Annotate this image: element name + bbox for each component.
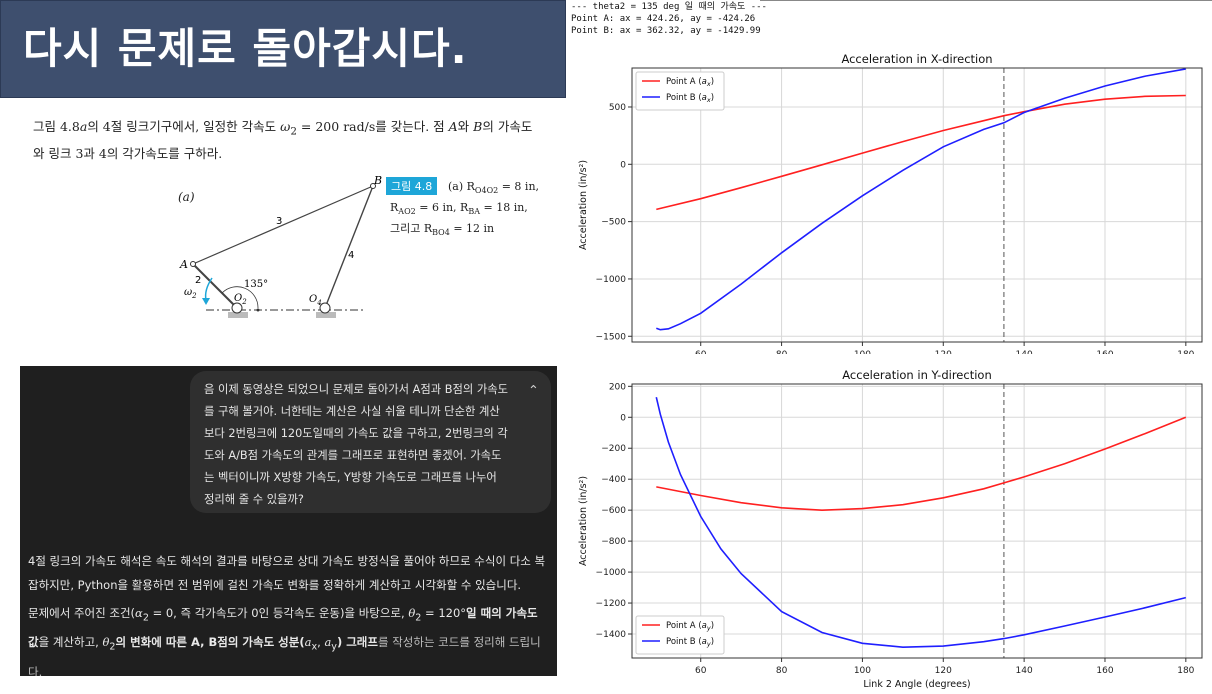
problem-text-1: 그림 4.8	[33, 119, 80, 134]
chart-x-x-tick-label: 80	[776, 350, 788, 354]
slide-title-box: 다시 문제로 돌아갑시다.	[0, 0, 566, 98]
omega-arrowhead	[202, 298, 210, 305]
chart-x-x-tick-label: 100	[854, 350, 871, 354]
joint-b	[370, 183, 376, 189]
problem-omega-sub: 2	[290, 125, 297, 138]
label-link-3: 3	[276, 216, 282, 227]
chart-x-x-tick-label: 160	[1096, 350, 1113, 354]
pivot-o2	[231, 302, 243, 314]
label-omega: ω2	[184, 287, 197, 300]
problem-point-a: A	[448, 119, 458, 134]
pivot-o4	[319, 302, 331, 314]
label-o4: O4	[309, 294, 322, 307]
chart-y-title: Acceleration in Y-direction	[842, 368, 991, 382]
user-message-text: 음 이제 동영상은 되었으니 문제로 돌아가서 A점과 B점의 가속도를 구해 …	[204, 383, 509, 506]
chart-y-x-tick-label: 80	[776, 666, 788, 676]
figure-label-a: (a)	[178, 190, 195, 204]
label-link-4: 4	[348, 250, 354, 261]
chart-x-x-tick-label: 180	[1177, 350, 1194, 354]
angle-arc	[221, 286, 259, 309]
label-angle: 135°	[244, 279, 268, 290]
chart-x-plot-frame	[631, 67, 1203, 343]
label-o2: O2	[234, 293, 247, 306]
chart-x-legend-label: Point B (ax)	[666, 93, 714, 104]
chart-y-x-tick-label: 60	[695, 666, 707, 676]
chart-y-x-tick-label: 120	[935, 666, 952, 676]
chart-y-series-line-point-a	[656, 416, 1187, 512]
problem-text-4: 와	[457, 119, 474, 134]
chart-y-x-axis-label: Link 2 Angle (degrees)	[863, 679, 970, 690]
chart-y-y-tick-label: −1200	[596, 599, 627, 609]
chart-x-y-tick-label: −1500	[596, 332, 627, 342]
chart-y-y-tick-label: −600	[601, 506, 626, 516]
console-output: --- theta2 = 135 deg 일 때의 가속도 --- Point A…	[571, 1, 767, 37]
chart-x-y-tick-label: −1000	[596, 275, 627, 285]
console-divider	[760, 0, 1212, 1]
chart-x-title: Acceleration in X-direction	[841, 52, 992, 66]
chart-y-legend-label: Point B (ay)	[666, 637, 714, 648]
chat-panel: 음 이제 동영상은 되었으니 문제로 돌아가서 A점과 B점의 가속도를 구해 …	[20, 366, 557, 676]
chart-x-x-tick-label: 140	[1016, 350, 1033, 354]
chart-y-x-tick-label: 180	[1177, 666, 1194, 676]
assistant-reply-paragraph-2: 문제에서 주어진 조건(α2 = 0, 즉 각가속도가 0인 등각속도 운동)을…	[28, 606, 541, 676]
chart-y-x-tick-label: 100	[854, 666, 871, 676]
chart-x-plot-area	[632, 68, 1202, 342]
problem-text-2: 의 4절 링크기구에서, 일정한 각속도	[87, 119, 281, 134]
chart-y-y-axis-label: Acceleration (in/s²)	[578, 476, 589, 566]
chart-acceleration-y: 60 80 100 120 140 160 180 −1400 −1200 −1000 −800 −6…	[578, 368, 1203, 690]
chart-x-y-axis-label: Acceleration (in/s²)	[578, 160, 589, 250]
chart-y-plot-area	[632, 384, 1202, 658]
chart-y-y-tick-label: −200	[601, 444, 626, 454]
link-2	[192, 263, 238, 309]
slide-title: 다시 문제로 돌아갑시다.	[23, 24, 468, 73]
problem-text-3: = 200 rad/s를 갖는다. 점	[296, 119, 449, 134]
chart-x-x-tick-label: 120	[935, 350, 952, 354]
console-line-3: Point B: ax = 362.32, ay = -1429.99	[571, 26, 761, 36]
chart-x-y-tick-label: −500	[601, 218, 626, 228]
chart-y-x-tick-label: 140	[1016, 666, 1033, 676]
chart-x-series-line-point-b	[656, 68, 1186, 331]
figure-badge: 그림 4.8	[386, 177, 438, 195]
chart-y-y-tick-label: 200	[609, 382, 626, 392]
chart-acceleration-x: 60 80 100 120 140 160 180 −1500 −1000 −500 0 500 Acc…	[578, 52, 1203, 354]
link-3	[192, 185, 374, 265]
chart-x-legend-label: Point A (ax)	[666, 77, 714, 88]
chart-x-x-tick-label: 60	[695, 350, 707, 354]
ground-dot	[256, 308, 260, 312]
figure-caption: (a) RO4O2 = 8 in, RAO2 = 6 in, RBA = 18 …	[390, 180, 540, 238]
console-line-2: Point A: ax = 424.26, ay = -424.26	[571, 14, 756, 24]
assistant-reply-paragraph-1: 4절 링크의 가속도 해석은 속도 해석의 결과를 바탕으로 상대 가속도 방정…	[28, 554, 546, 592]
user-message-bubble: 음 이제 동영상은 되었으니 문제로 돌아가서 A점과 B점의 가속도를 구해 …	[190, 371, 551, 513]
problem-a: a	[79, 119, 88, 134]
chart-x-y-tick-label: 0	[620, 160, 626, 170]
ground-hatch-o4	[316, 312, 336, 318]
problem-text-5: 의 가속도와 링크 3과 4의 각가속도를 구하라.	[33, 119, 533, 161]
problem-omega: ω	[280, 119, 291, 134]
link-4	[324, 185, 374, 309]
joint-a	[190, 261, 196, 267]
chart-x-series-line-point-a	[656, 94, 1186, 211]
chart-y-y-tick-label: −1400	[596, 630, 627, 640]
label-link-2: 2	[195, 275, 201, 286]
chart-y-y-tick-label: 0	[620, 413, 626, 423]
linkage-diagram: A B 2 3 4 135° ω2 O2 O4	[179, 174, 382, 318]
problem-statement: 그림 4.8a의 4절 링크기구에서, 일정한 각속도 ω2 = 200 rad…	[33, 116, 543, 165]
chart-y-series-line-point-b	[655, 397, 1186, 649]
ground-hatch-o2	[228, 312, 248, 318]
chart-y-x-tick-label: 160	[1096, 666, 1113, 676]
chart-y-plot-frame	[631, 383, 1203, 659]
chart-x-y-tick-label: 500	[609, 103, 626, 113]
chart-y-y-tick-label: −800	[601, 537, 626, 547]
chart-y-y-tick-label: −400	[601, 475, 626, 485]
label-point-b: B	[373, 174, 382, 187]
chevron-up-icon[interactable]: ⌄	[528, 381, 539, 396]
chart-y-y-tick-label: −1000	[596, 568, 627, 578]
problem-point-b: B	[473, 119, 483, 134]
label-point-a: A	[179, 258, 188, 271]
chart-y-legend-label: Point A (ay)	[666, 621, 714, 632]
console-line-1: --- theta2 = 135 deg 일 때의 가속도 ---	[571, 2, 767, 12]
